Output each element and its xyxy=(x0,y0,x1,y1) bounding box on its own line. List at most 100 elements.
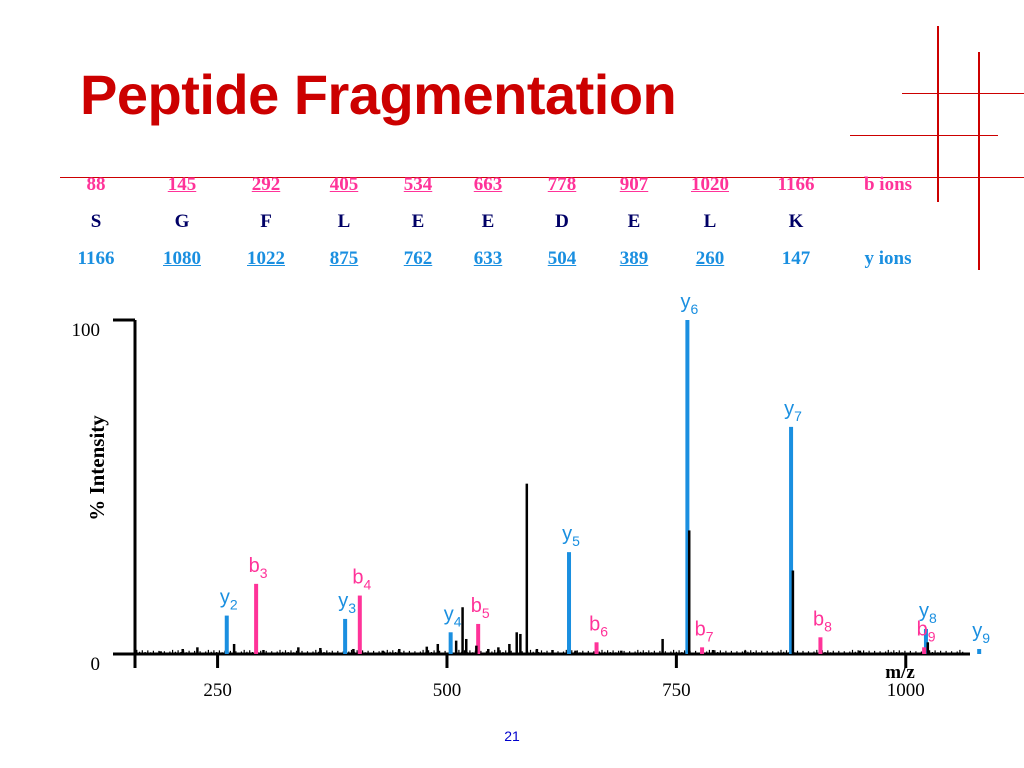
peak-b6 xyxy=(594,642,599,654)
y-ion-row: 1166 1080 1022 875 762 633 504 389 260 147 y ions xyxy=(60,248,940,274)
peak-label-b5: b5 xyxy=(471,595,490,621)
x-tick-label-500: 500 xyxy=(433,680,462,701)
peak-b4 xyxy=(357,595,362,654)
peak-label-subscript: 4 xyxy=(363,577,371,593)
peak-b5 xyxy=(476,623,481,654)
peak-other-15 xyxy=(475,645,478,654)
residue-3: L xyxy=(337,211,351,232)
peak-other-31 xyxy=(858,650,862,654)
peak-other-13 xyxy=(461,607,464,654)
y-ion-value-4: 762 xyxy=(403,248,433,269)
peak-y5 xyxy=(567,552,572,654)
y-tick-label-100: 100 xyxy=(72,320,101,341)
peak-label-b6: b6 xyxy=(589,613,608,639)
b-ion-value-5: 663 xyxy=(473,174,503,195)
b-ion-value-3: 405 xyxy=(329,174,359,195)
deco-line-v2 xyxy=(978,52,980,270)
residue-4: E xyxy=(411,211,425,232)
peak-label-y2: y2 xyxy=(220,587,238,613)
peak-y3 xyxy=(343,618,348,654)
peak-other-30 xyxy=(791,570,795,654)
peak-label-subscript: 4 xyxy=(454,613,462,629)
peak-other-18 xyxy=(508,643,511,654)
peak-other-32 xyxy=(926,642,930,654)
peak-label-y7: y7 xyxy=(784,398,802,424)
peak-label-subscript: 8 xyxy=(929,610,937,626)
peak-label-subscript: 7 xyxy=(794,408,802,424)
y-tick-label-0: 0 xyxy=(91,654,101,675)
peak-label-b3: b3 xyxy=(249,555,268,581)
peak-label-y9: y9 xyxy=(972,620,990,646)
peak-b7 xyxy=(700,647,705,654)
x-tick-label-250: 250 xyxy=(203,680,232,701)
peak-other-10 xyxy=(425,646,429,654)
residue-2: F xyxy=(260,211,272,232)
peak-label-subscript: 2 xyxy=(230,597,238,613)
y-ion-value-3: 875 xyxy=(329,248,359,269)
peak-y2 xyxy=(224,615,229,654)
y-ion-value-8: 260 xyxy=(695,248,725,269)
residue-7: E xyxy=(627,211,641,232)
b-ion-value-9: 1166 xyxy=(777,174,815,195)
peak-label-b4: b4 xyxy=(352,567,371,593)
peak-other-3 xyxy=(232,643,236,654)
deco-line-h3 xyxy=(60,177,1024,178)
y-ion-value-5: 633 xyxy=(473,248,503,269)
y-ion-value-2: 1022 xyxy=(247,248,285,269)
peak-b3 xyxy=(254,583,259,654)
peak-other-19 xyxy=(515,632,518,654)
peak-label-subscript: 3 xyxy=(260,565,268,581)
peak-label-subscript: 9 xyxy=(928,628,936,644)
x-axis-label: m/z xyxy=(885,662,915,683)
residue-8: L xyxy=(703,211,717,232)
peak-label-subscript: 5 xyxy=(572,533,580,549)
y-ion-value-6: 504 xyxy=(547,248,577,269)
peak-label-y3: y3 xyxy=(338,590,356,616)
peak-other-0 xyxy=(159,651,162,654)
peak-label-subscript: 6 xyxy=(600,623,608,639)
deco-line-h1 xyxy=(902,93,1024,94)
peak-other-24 xyxy=(574,650,577,654)
peak-other-2 xyxy=(196,647,199,654)
peak-other-7 xyxy=(352,648,355,654)
b-ion-value-1: 145 xyxy=(167,174,197,195)
peak-label-subscript: 5 xyxy=(482,605,490,621)
b-ion-value-4: 534 xyxy=(403,174,433,195)
b-ion-value-6: 778 xyxy=(547,174,577,195)
residue-6: D xyxy=(555,211,569,232)
b-ion-value-0: 88 xyxy=(86,174,106,195)
peak-other-11 xyxy=(436,643,440,654)
deco-line-h2 xyxy=(850,135,998,136)
y-ion-value-7: 389 xyxy=(619,248,649,269)
x-tick-label-1000: 1000 xyxy=(887,680,925,701)
slide-title: Peptide Fragmentation xyxy=(80,63,677,126)
peak-label-y5: y5 xyxy=(562,523,580,549)
peak-other-22 xyxy=(535,648,539,654)
y-axis-label: % Intensity xyxy=(85,415,109,521)
residue-9: K xyxy=(788,211,804,232)
peak-y9 xyxy=(977,648,982,654)
peak-label-y4: y4 xyxy=(444,603,462,629)
peak-other-23 xyxy=(551,649,554,654)
peak-other-12 xyxy=(454,640,458,654)
peak-label-subscript: 7 xyxy=(706,628,714,644)
peak-label-subscript: 8 xyxy=(824,618,832,634)
peak-other-26 xyxy=(661,638,664,654)
peak-label-b8: b8 xyxy=(813,608,832,634)
peak-other-29 xyxy=(743,650,747,654)
peak-other-14 xyxy=(464,638,468,654)
residue-1: G xyxy=(174,211,190,232)
peak-y7 xyxy=(789,426,794,654)
baseline-noise xyxy=(136,649,964,654)
b-ion-value-2: 292 xyxy=(251,174,281,195)
peak-other-21 xyxy=(525,483,529,654)
deco-line-v1 xyxy=(937,26,939,202)
residue-5: E xyxy=(481,211,495,232)
page-number: 21 xyxy=(504,728,520,744)
y-ion-value-0: 1166 xyxy=(77,248,115,269)
peak-other-1 xyxy=(181,648,184,654)
peak-y6 xyxy=(685,320,690,654)
b-ion-value-8: 1020 xyxy=(691,174,729,195)
b-ion-value-label: b ions xyxy=(863,174,913,195)
